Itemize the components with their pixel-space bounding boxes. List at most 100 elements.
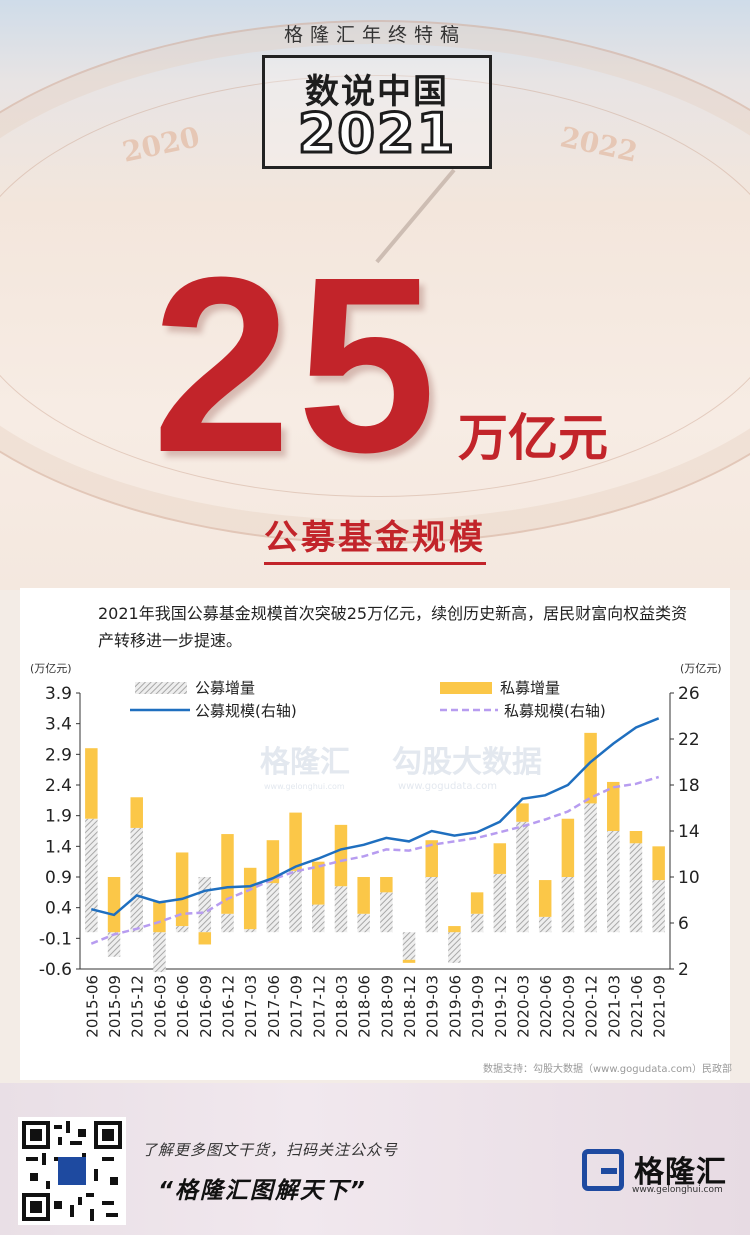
legend-swatch-public-increment [135, 682, 187, 694]
x-tick-label: 2016-03 [151, 975, 169, 1038]
y-tick-left-label: 2.4 [45, 776, 72, 796]
bar-private [380, 877, 393, 893]
y-tick-right-label: 18 [678, 776, 700, 796]
bar-private [334, 824, 348, 887]
source-note: 数据支持：勾股大数据（www.gogudata.com）民政部 [482, 1064, 732, 1075]
title-line2: 2021 [296, 101, 457, 167]
bar-public [289, 870, 302, 933]
title-line1: 数说中国 [305, 72, 449, 112]
x-tick-label: 2016-09 [197, 975, 215, 1038]
y-axis-left-unit: (万亿元) [30, 662, 72, 675]
bar-private [85, 748, 98, 819]
y-tick-right-label: 10 [678, 868, 700, 888]
bar-private [629, 831, 643, 844]
tagline: 格隆汇年终特稿 [283, 24, 466, 46]
qr-code-icon [22, 1121, 122, 1221]
bar-private [448, 926, 461, 933]
bar-public [380, 892, 393, 933]
bar-private [470, 892, 484, 914]
y-tick-left-label: 0.9 [45, 868, 72, 888]
y-tick-right-label: 6 [678, 914, 689, 934]
x-tick-label: 2018-12 [401, 975, 419, 1038]
bar-public [516, 821, 529, 933]
watermark-brand-url: www.gelonghui.com [264, 782, 345, 791]
clock-dial [0, 20, 750, 544]
legend-swatch-private-increment [440, 682, 492, 694]
metric-title: 公募基金规模 [0, 510, 750, 565]
y-tick-right-label: 22 [678, 730, 700, 750]
bar-private [312, 861, 325, 905]
y-tick-left-label: 1.9 [45, 807, 72, 827]
metric-title-text: 公募基金规模 [264, 518, 486, 565]
brand-logo: 格隆汇 www.gelonghui.com [582, 1147, 732, 1199]
bar-private [130, 797, 143, 828]
watermark-brand: 格隆汇 [260, 745, 350, 780]
bar-public [334, 886, 348, 933]
bar-private [198, 932, 212, 945]
bar-public [402, 932, 416, 960]
y-tick-left-label: 3.4 [45, 715, 72, 735]
x-tick-label: 2016-12 [220, 975, 238, 1038]
bar-private [289, 812, 302, 871]
description: 2021年我国公募基金规模首次突破25万亿元，续创历史新高，居民财富向权益类资产… [98, 604, 688, 650]
legend-label-public-increment: 公募增量 [195, 679, 255, 697]
bar-private [425, 840, 438, 877]
x-tick-label: 2020-03 [515, 975, 533, 1038]
bar-public [175, 926, 189, 933]
bar-public [629, 843, 643, 933]
footer: 了解更多图文干货，扫码关注公众号 “格隆汇图解天下” 格隆汇 www.gelon… [0, 1083, 750, 1235]
bar-public [357, 913, 370, 933]
bar-public [243, 929, 257, 933]
x-tick-label: 2018-03 [333, 975, 351, 1038]
chart-card: 2021年我国公募基金规模首次突破25万亿元，续创历史新高，居民财富向权益类资产… [20, 588, 732, 1080]
y-axis-right-unit: (万亿元) [680, 662, 722, 675]
y-tick-left-label: 1.4 [45, 837, 72, 857]
x-tick-label: 2019-12 [492, 975, 510, 1038]
footer-line2: “格隆汇图解天下” [158, 1178, 367, 1204]
x-tick-label: 2018-09 [378, 975, 396, 1038]
qr-code[interactable] [18, 1117, 126, 1225]
line-private-scale [90, 775, 660, 945]
bar-private [516, 803, 529, 822]
x-tick-label: 2019-06 [446, 975, 464, 1038]
bar-public [584, 803, 597, 933]
y-tick-left-label: -0.6 [39, 960, 72, 980]
bar-public [425, 877, 438, 933]
x-tick-label: 2020-12 [583, 975, 601, 1038]
bar-private [584, 732, 597, 804]
bar-public [538, 916, 552, 933]
bar-private [402, 959, 416, 963]
x-tick-label: 2020-09 [560, 975, 578, 1038]
hero-banner: 2020 2022 格隆汇年终特稿 数说中国 2021 25 万亿元 公募基金规… [0, 0, 750, 590]
bar-private [357, 877, 370, 914]
bar-public [493, 873, 507, 933]
bar-public [561, 877, 575, 933]
x-tick-label: 2017-03 [242, 975, 260, 1038]
bar-public [198, 877, 212, 933]
clock-dial-inner [0, 75, 750, 497]
legend-label-public-scale: 公募规模(右轴) [195, 702, 297, 720]
bar-private [561, 818, 575, 877]
x-tick-label: 2018-06 [356, 975, 374, 1038]
bar-public [266, 883, 280, 933]
bar-public [448, 932, 461, 963]
x-tick-label: 2021-06 [628, 975, 646, 1038]
y-tick-left-label: 2.9 [45, 745, 72, 765]
y-tick-left-label: 3.9 [45, 684, 72, 704]
x-tick-label: 2019-03 [424, 975, 442, 1038]
x-tick-label: 2021-03 [605, 975, 623, 1038]
x-tick-label: 2015-09 [106, 975, 124, 1038]
logo-name: 格隆汇 [634, 1155, 727, 1190]
bar-public [470, 913, 484, 933]
logo-url: www.gelonghui.com [632, 1185, 723, 1195]
bar-private [538, 880, 552, 917]
line-public-scale [90, 717, 660, 917]
bar-private [153, 901, 166, 933]
x-tick-label: 2020-06 [537, 975, 555, 1038]
fund-chart: 格隆汇 www.gelonghui.com 勾股大数据www.gogudata.co… [30, 662, 722, 1038]
bar-public [85, 818, 98, 933]
bar-private [107, 877, 121, 933]
x-tick-label: 2021-09 [651, 975, 669, 1038]
bar-private [266, 840, 280, 884]
legend-label-private-scale: 私募规模(右轴) [504, 702, 606, 720]
